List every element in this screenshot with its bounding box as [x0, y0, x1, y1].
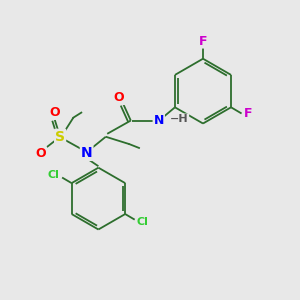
Text: F: F [199, 34, 207, 48]
Text: F: F [244, 107, 252, 120]
Text: S: S [55, 130, 65, 144]
Text: Cl: Cl [48, 170, 60, 180]
Text: N: N [81, 146, 92, 160]
Text: O: O [35, 147, 46, 160]
Text: O: O [114, 91, 124, 104]
Text: −H: −H [170, 114, 189, 124]
Text: N: N [154, 114, 164, 127]
Text: O: O [50, 106, 60, 119]
Text: Cl: Cl [137, 217, 149, 227]
